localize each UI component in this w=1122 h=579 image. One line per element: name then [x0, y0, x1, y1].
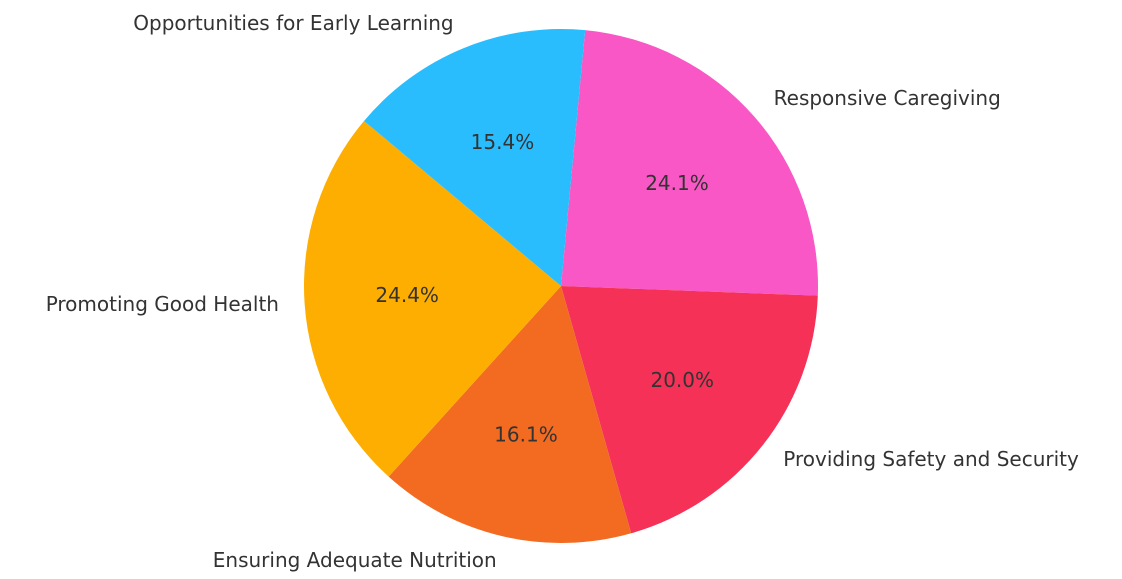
- category-label: Promoting Good Health: [46, 292, 279, 316]
- pie-slice: [561, 286, 818, 534]
- pie-slice: [388, 286, 632, 543]
- pie-slice: [364, 28, 586, 286]
- value-label: 24.4%: [375, 283, 439, 307]
- category-label: Providing Safety and Security: [783, 447, 1079, 471]
- value-label: 16.1%: [494, 423, 558, 447]
- value-label: 20.0%: [650, 368, 714, 392]
- category-label: Responsive Caregiving: [774, 86, 1001, 110]
- category-label: Opportunities for Early Learning: [133, 11, 453, 35]
- pie-slice: [304, 120, 561, 477]
- value-label: 24.1%: [645, 171, 709, 195]
- category-label: Ensuring Adequate Nutrition: [213, 548, 497, 572]
- value-label: 15.4%: [471, 130, 535, 154]
- pie-slice: [561, 30, 818, 296]
